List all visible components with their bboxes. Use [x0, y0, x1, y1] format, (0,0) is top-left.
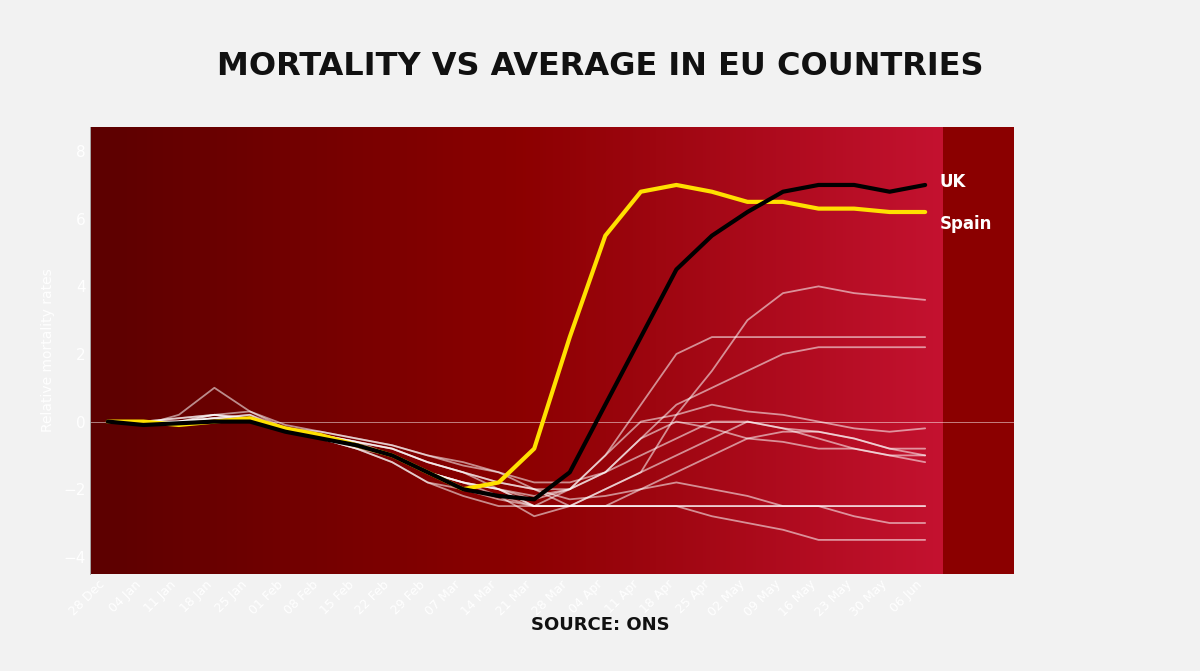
Text: UK: UK	[940, 172, 966, 191]
Text: SOURCE: ONS: SOURCE: ONS	[530, 616, 670, 634]
Y-axis label: Relative mortality rates: Relative mortality rates	[41, 268, 55, 433]
Text: MORTALITY VS AVERAGE IN EU COUNTRIES: MORTALITY VS AVERAGE IN EU COUNTRIES	[217, 51, 983, 82]
Text: Spain: Spain	[940, 215, 991, 233]
